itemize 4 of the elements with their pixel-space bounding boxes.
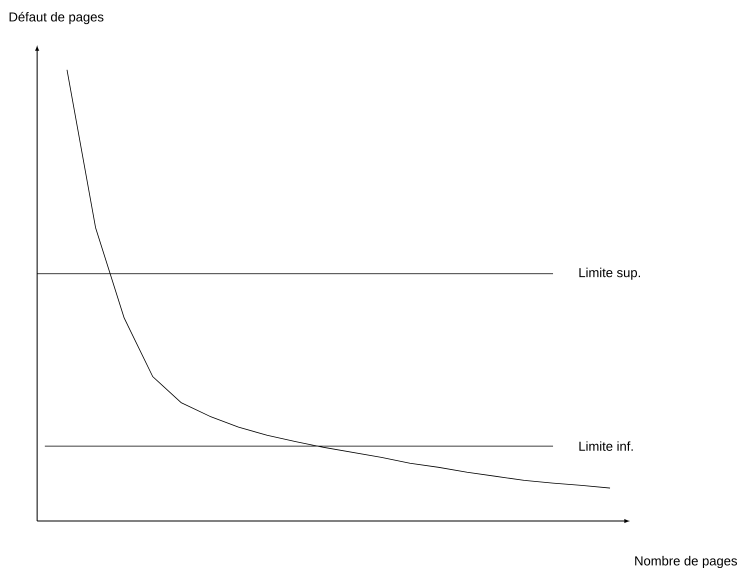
y-axis-title: Défaut de pages	[10, 12, 104, 24]
x-axis-title: Nombre de pages	[635, 556, 737, 568]
ref-line-label: Limite inf.	[579, 441, 633, 451]
ref-line-label: Limite sup.	[579, 268, 640, 280]
